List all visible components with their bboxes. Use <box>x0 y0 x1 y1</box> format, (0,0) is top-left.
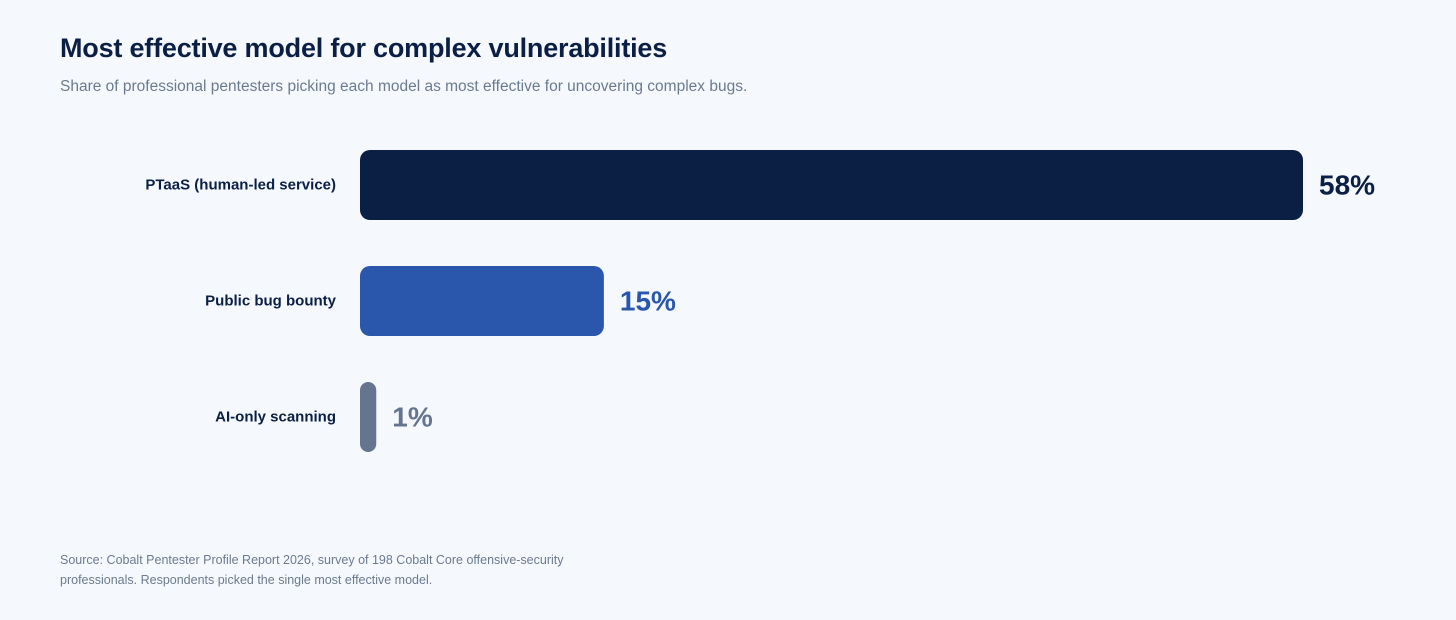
category-label-2: AI-only scanning <box>215 409 336 426</box>
value-label-1: 15% <box>620 286 676 317</box>
category-label-1: Public bug bounty <box>205 293 336 310</box>
category-label-0: PTaaS (human-led service) <box>145 177 336 194</box>
value-label-0: 58% <box>1319 170 1375 201</box>
chart-title: Most effective model for complex vulnera… <box>60 33 668 63</box>
chart-subtitle: Share of professional pentesters picking… <box>60 78 748 95</box>
source-note-line-1: Source: Cobalt Pentester Profile Report … <box>60 553 564 567</box>
bar-2 <box>360 382 377 452</box>
bar-0 <box>360 150 1303 220</box>
source-note: Source: Cobalt Pentester Profile Report … <box>60 550 620 590</box>
source-note-line-2: professionals. Respondents picked the si… <box>60 573 433 587</box>
value-label-2: 1% <box>392 402 433 433</box>
bar-1 <box>360 266 604 336</box>
